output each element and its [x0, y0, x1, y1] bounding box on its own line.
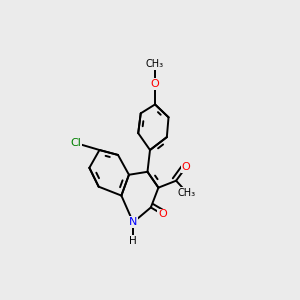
Text: H: H [129, 236, 137, 246]
Text: O: O [158, 209, 167, 219]
Text: CH₃: CH₃ [178, 188, 196, 198]
Text: O: O [151, 79, 159, 88]
Text: CH₃: CH₃ [146, 59, 164, 69]
Text: N: N [129, 217, 137, 227]
Text: Cl: Cl [70, 138, 81, 148]
Text: O: O [182, 162, 190, 172]
